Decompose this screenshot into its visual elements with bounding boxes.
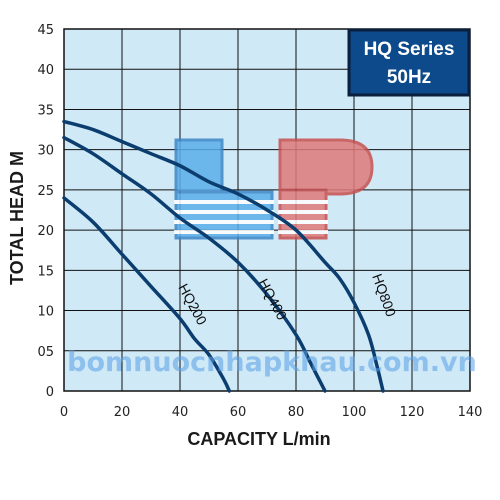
y-tick-label: 0: [46, 385, 54, 400]
curve-hq200: [62, 196, 232, 393]
y-tick-label: 40: [37, 63, 54, 78]
y-tick-label: 20: [37, 224, 54, 239]
y-tick-label: 30: [37, 144, 54, 159]
series-badge-box: [347, 28, 471, 97]
x-tick-label: 140: [458, 405, 483, 420]
x-axis-title: CAPACITY L/min: [187, 429, 330, 449]
logo-l-stripes: [174, 200, 274, 234]
x-tick-labels: 0 20 40 60 80 100 120 140: [60, 405, 483, 420]
y-tick-label: 35: [37, 103, 54, 118]
lp-logo: [174, 138, 374, 240]
logo-p-bowl: [278, 138, 374, 196]
x-tick-label: 120: [400, 405, 425, 420]
series-badge: HQ Series 50Hz: [347, 28, 471, 97]
series-badge-title: HQ Series: [364, 39, 455, 60]
performance-curves: [62, 119, 385, 393]
y-tick-labels: 0 05 10 15 20 25 30 35 40 45: [37, 23, 54, 400]
series-badge-frequency: 50Hz: [387, 67, 431, 88]
curve-hq400: [62, 135, 327, 393]
x-tick-label: 100: [342, 405, 367, 420]
x-tick-label: 80: [288, 405, 305, 420]
x-tick-label: 0: [60, 405, 68, 420]
y-tick-label: 15: [37, 264, 54, 279]
x-tick-label: 60: [230, 405, 247, 420]
y-tick-label: 45: [37, 23, 54, 38]
y-axis-title: TOTAL HEAD M: [7, 151, 27, 285]
y-tick-label: 05: [37, 345, 54, 360]
watermark-text: bomnuocnhapkhau.com.vn: [67, 347, 477, 378]
x-tick-label: 40: [172, 405, 189, 420]
y-tick-label: 10: [37, 305, 54, 320]
curve-hq800: [62, 119, 385, 393]
x-tick-label: 20: [114, 405, 131, 420]
y-tick-label: 25: [37, 184, 54, 199]
logo-p-stripes: [278, 200, 328, 234]
